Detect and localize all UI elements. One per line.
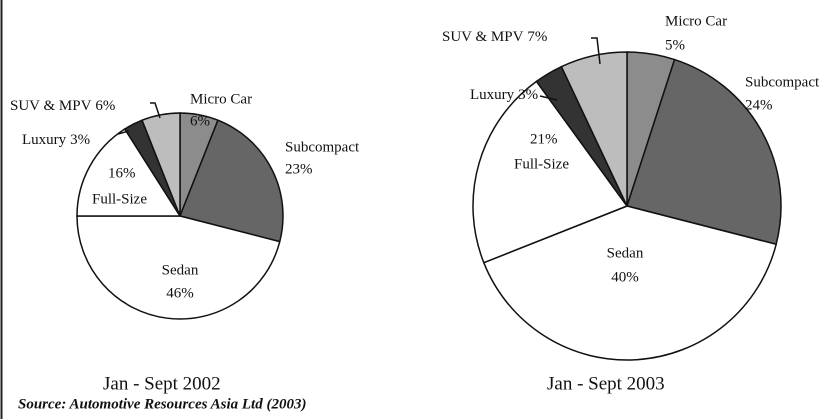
leader-line (117, 130, 130, 135)
slice-name: Luxury (22, 132, 67, 148)
slice-value: 46% (166, 285, 194, 301)
slice-name: Full-Size (92, 191, 147, 207)
pie-slice (76, 127, 182, 217)
leader-line (539, 95, 558, 101)
slice-name: Sedan (607, 245, 644, 261)
slice-name: Luxury (470, 87, 515, 103)
slice-label: SUV & MPV 7% (442, 29, 547, 45)
pie-slice (472, 80, 629, 264)
chart-title: Jan - Sept 2002 (103, 373, 221, 394)
slice-name: Micro Car (665, 13, 727, 29)
slice-label: Luxury 3% (22, 132, 90, 148)
slice-value: 21% (530, 131, 558, 147)
slice-value: 7% (527, 29, 547, 45)
chart-title: Jan - Sept 2003 (547, 373, 665, 394)
slice-name: Micro Car (190, 91, 252, 107)
slice-name: SUV & MPV (10, 98, 92, 114)
pie-slice (482, 205, 778, 361)
slice-name: Subcompact (285, 139, 360, 155)
source-note: Source: Automotive Resources Asia Ltd (2… (18, 396, 306, 412)
pie-slice (76, 215, 281, 320)
slice-label: SUV & MPV 6% (10, 98, 115, 114)
pie-slice (141, 112, 181, 217)
slice-value: 3% (70, 132, 90, 148)
pie-slice (178, 119, 284, 243)
slice-value: 24% (745, 97, 773, 113)
slice-value: 5% (665, 37, 685, 53)
slice-value: 16% (108, 165, 136, 181)
slice-label: Luxury 3% (470, 87, 538, 103)
slice-value: 6% (95, 98, 115, 114)
leader-line (150, 102, 161, 119)
slice-name: Subcompact (745, 74, 820, 90)
pie-slice (626, 58, 782, 246)
pie-slice (560, 51, 628, 207)
slice-value: 23% (285, 161, 313, 177)
slice-value: 40% (611, 269, 639, 285)
slice-value: 3% (518, 87, 538, 103)
slice-name: Sedan (162, 262, 199, 278)
slice-name: Full-Size (514, 156, 569, 172)
slice-name: SUV & MPV (442, 29, 524, 45)
slice-value: 6% (190, 113, 210, 129)
leader-line (591, 37, 601, 65)
